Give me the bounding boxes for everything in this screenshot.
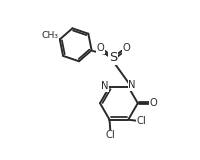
Text: O: O — [96, 43, 104, 53]
Text: O: O — [148, 98, 156, 108]
Text: N: N — [101, 81, 108, 91]
Text: O: O — [122, 43, 130, 53]
Text: Cl: Cl — [136, 116, 146, 126]
Text: S: S — [109, 51, 117, 64]
Text: CH₃: CH₃ — [41, 32, 58, 40]
Text: Cl: Cl — [105, 130, 115, 140]
Text: N: N — [128, 80, 135, 90]
